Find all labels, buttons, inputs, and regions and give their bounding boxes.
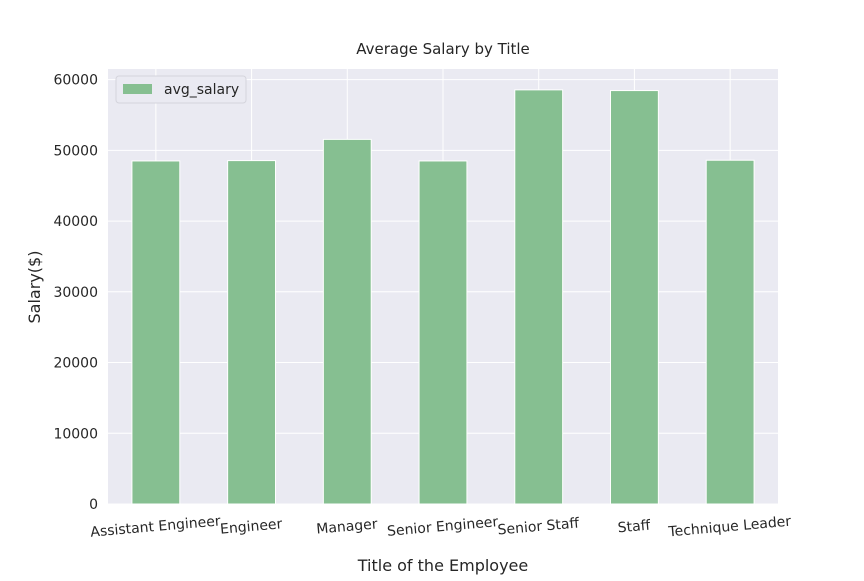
- y-tick-label: 50000: [53, 143, 98, 159]
- x-tick-label: Assistant Engineer: [90, 513, 222, 540]
- y-tick-label: 40000: [53, 214, 98, 230]
- bar: [227, 160, 276, 505]
- y-tick-label: 0: [89, 497, 98, 513]
- x-tick-label: Staff: [617, 518, 651, 537]
- bar: [514, 89, 564, 505]
- legend-box: [115, 75, 247, 104]
- y-tick-label: 60000: [53, 73, 98, 89]
- x-tick-label: Senior Engineer: [386, 514, 499, 540]
- y-tick-label: 10000: [53, 426, 98, 442]
- legend: avg_salary: [115, 75, 247, 104]
- bar: [705, 159, 755, 505]
- x-tick-label: Senior Staff: [497, 515, 580, 538]
- x-tick-label: Engineer: [219, 516, 283, 537]
- y-axis-label: Salary($): [25, 251, 44, 324]
- y-axis-ticks: 0 10000 20000 30000 40000 50000 60000: [53, 73, 98, 513]
- y-tick-label: 20000: [53, 356, 98, 372]
- bar: [131, 160, 181, 505]
- x-tick-label: Technique Leader: [667, 514, 792, 541]
- legend-swatch: [123, 84, 152, 94]
- bar: [322, 138, 372, 505]
- legend-label: avg_salary: [164, 82, 239, 98]
- x-tick-label: Manager: [316, 516, 379, 537]
- bar-series: [131, 89, 755, 505]
- y-tick-label: 30000: [53, 285, 98, 301]
- bar: [418, 160, 468, 505]
- chart-title: Average Salary by Title: [356, 40, 530, 58]
- x-axis-label: Title of the Employee: [357, 556, 528, 575]
- bar: [610, 90, 659, 505]
